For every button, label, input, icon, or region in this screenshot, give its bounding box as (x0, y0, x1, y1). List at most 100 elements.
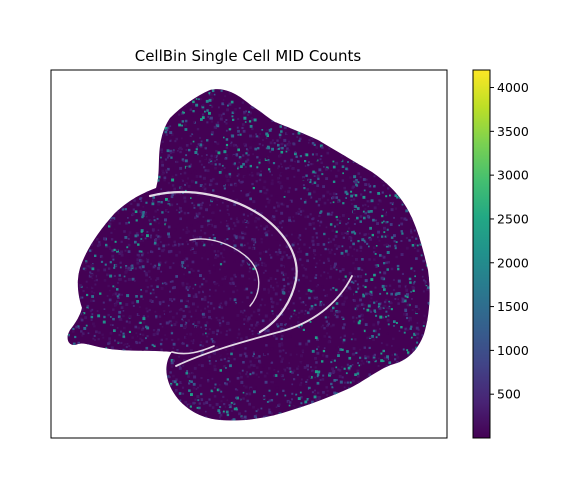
cell-point (358, 319, 362, 323)
cell-point (242, 397, 245, 400)
cell-point (387, 187, 390, 190)
cell-point (101, 256, 104, 259)
cell-point (142, 205, 145, 208)
cell-point (296, 190, 299, 194)
cell-point (86, 286, 88, 289)
cell-point (268, 389, 271, 392)
cell-point (377, 323, 379, 326)
cell-point (178, 366, 182, 370)
cell-point (233, 164, 236, 167)
cell-point (233, 273, 236, 277)
cell-point (319, 144, 323, 148)
cell-point (381, 214, 384, 218)
cell-point (295, 344, 299, 347)
cell-point (410, 228, 412, 231)
cell-point (280, 264, 283, 267)
cell-point (231, 134, 235, 138)
cell-point (245, 287, 249, 291)
cell-point (147, 270, 151, 273)
cell-point (180, 173, 182, 175)
cell-point (157, 334, 160, 337)
cell-point (90, 315, 94, 319)
cell-point (305, 252, 309, 256)
cell-point (140, 229, 144, 232)
cell-point (262, 271, 265, 274)
cell-point (213, 93, 216, 96)
cell-point (400, 240, 403, 242)
cell-point (254, 386, 257, 389)
cell-point (123, 326, 126, 330)
cell-point (172, 244, 175, 247)
cell-point (258, 161, 261, 164)
cell-point (229, 187, 232, 191)
cell-point (180, 257, 183, 260)
cell-point (366, 336, 369, 340)
cell-point (298, 247, 301, 250)
cell-point (182, 364, 185, 367)
cell-point (203, 156, 206, 160)
cell-point (236, 389, 239, 391)
cell-point (408, 319, 411, 322)
cell-point (247, 365, 251, 369)
cell-point (190, 163, 192, 166)
cell-point (270, 377, 274, 381)
cell-point (326, 198, 330, 202)
cell-point (109, 219, 112, 222)
cell-point (215, 182, 219, 186)
cell-point (142, 239, 145, 242)
cell-point (114, 240, 117, 243)
cell-point (185, 257, 189, 261)
cell-point (260, 371, 263, 374)
cell-point (383, 220, 385, 223)
cell-point (377, 321, 380, 324)
cell-point (167, 235, 171, 239)
cell-point (146, 230, 149, 233)
cell-point (93, 279, 96, 282)
cell-point (237, 271, 240, 275)
cell-point (291, 371, 294, 374)
cell-point (321, 170, 323, 173)
cell-point (260, 232, 263, 235)
cell-point (358, 364, 361, 367)
cell-point (332, 370, 336, 373)
cell-point (198, 236, 202, 240)
cell-point (81, 296, 84, 299)
cell-point (150, 234, 152, 237)
cell-point (167, 304, 170, 307)
cell-point (255, 373, 258, 376)
cell-point (200, 392, 203, 396)
cell-point (296, 136, 299, 138)
cell-point (176, 203, 179, 206)
cell-point (355, 179, 358, 182)
cell-point (388, 300, 390, 303)
cell-point (369, 309, 372, 312)
cell-point (180, 210, 183, 213)
cell-point (190, 197, 192, 199)
cell-point (394, 358, 397, 361)
cell-point (291, 406, 295, 410)
cell-point (230, 100, 234, 104)
cell-point (322, 349, 326, 353)
cell-point (140, 230, 143, 233)
cell-point (223, 248, 226, 251)
cell-point (175, 160, 177, 163)
cell-point (287, 401, 290, 403)
cell-point (126, 294, 130, 298)
cell-point (297, 250, 300, 253)
cell-point (262, 237, 266, 241)
cell-point (160, 201, 163, 204)
cell-point (359, 356, 362, 359)
cell-point (334, 225, 336, 228)
cell-point (368, 258, 371, 261)
cell-point (114, 286, 116, 289)
cell-point (327, 322, 330, 326)
cell-point (245, 336, 248, 339)
cell-point (240, 243, 243, 247)
cell-point (404, 309, 408, 312)
cell-point (215, 150, 218, 153)
cell-point (194, 157, 197, 160)
cell-point (242, 311, 244, 314)
cell-point (227, 304, 231, 307)
cell-point (390, 236, 394, 239)
cell-point (237, 252, 240, 255)
